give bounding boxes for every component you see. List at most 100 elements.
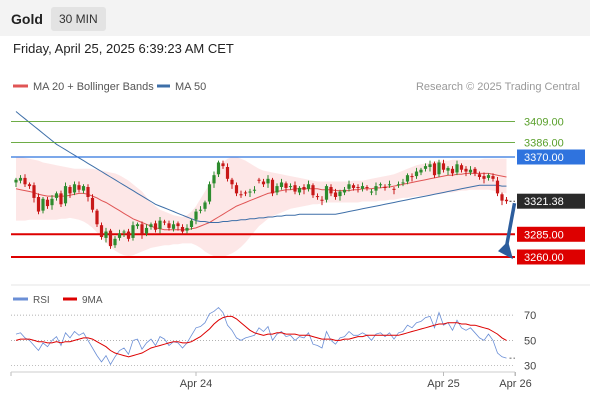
candle-body (59, 193, 63, 205)
candle-body (486, 175, 491, 178)
candle-body (329, 187, 333, 194)
candle-body (212, 175, 216, 184)
candle-body (27, 184, 32, 187)
candle-body (95, 210, 99, 225)
candle-body (333, 192, 338, 197)
candle-body (473, 168, 477, 174)
candle-body (450, 168, 455, 174)
candle-body (257, 179, 261, 181)
chart-datetime: Friday, April 25, 2025 6:39:23 AM CET (13, 41, 234, 56)
rsi-tick-30: 30 (524, 361, 536, 373)
candle-body (495, 180, 500, 194)
candle-body (108, 230, 113, 247)
candle-body (36, 197, 41, 212)
candle-body (54, 193, 59, 198)
candle-body (113, 238, 117, 246)
candle-body (284, 183, 288, 188)
level-label-3285.00: 3285.00 (524, 229, 564, 241)
candle-body (189, 220, 194, 227)
candle-body (311, 185, 315, 196)
candle-body (86, 187, 90, 197)
candle-body (414, 171, 419, 177)
level-label-3370.00: 3370.00 (524, 152, 564, 164)
bollinger-band (16, 157, 507, 257)
candle-body (104, 231, 108, 238)
legend-9ma: 9MA (82, 295, 103, 306)
candle-body (131, 225, 135, 238)
candle-body (140, 224, 144, 235)
candle-body (63, 186, 68, 204)
ma50-line (15, 111, 507, 223)
legend-ma20: MA 20 + Bollinger Bands (33, 81, 154, 93)
candle-body (293, 185, 297, 192)
candle-body (369, 191, 374, 193)
candle-body (351, 185, 356, 188)
level-tag-3260.00 (517, 249, 585, 265)
candle-body (270, 179, 275, 194)
candle-body (230, 179, 234, 185)
candle-body (126, 231, 131, 239)
x-tick-label: Apr 26 (499, 378, 531, 390)
candle-body (243, 192, 248, 194)
candle-body (401, 182, 405, 184)
candle-body (153, 223, 158, 230)
candle-body (360, 186, 365, 189)
level-tag-3321.38 (517, 193, 585, 209)
candle-body (77, 185, 81, 190)
candle-body (135, 224, 140, 227)
candle-body (396, 184, 401, 186)
candle-body (194, 211, 198, 220)
candle-body (185, 227, 189, 231)
candle-body (234, 185, 239, 194)
level-label-3386.00: 3386.00 (524, 137, 564, 149)
candle-body (239, 194, 243, 196)
candle-body (338, 191, 342, 197)
level-label-3409.00: 3409.00 (524, 117, 564, 129)
candle-body (374, 186, 378, 191)
candle-body (72, 184, 77, 193)
candle-body (81, 186, 86, 191)
candle-body (477, 174, 482, 177)
candle-body (356, 187, 360, 188)
candle-body (387, 184, 392, 186)
x-tick-label: Apr 25 (427, 378, 459, 390)
forecast-arrow (504, 202, 517, 250)
candle-body (279, 182, 284, 187)
candle-body (500, 194, 504, 201)
legend-rsi: RSI (33, 295, 50, 306)
candle-body (315, 196, 320, 198)
candle-body (23, 177, 27, 185)
watermark: Research © 2025 Trading Central (416, 81, 580, 93)
candle-body (45, 199, 50, 207)
candle-body (18, 177, 23, 181)
asset-title: Gold (11, 11, 43, 27)
candle-body (14, 179, 18, 183)
candle-body (122, 231, 126, 233)
candle-body (405, 175, 410, 182)
timeframe-button[interactable]: 30 MIN (51, 7, 106, 31)
candle-body (149, 224, 153, 227)
candle-body (464, 168, 468, 172)
rsi-9ma-line (15, 315, 507, 358)
candle-body (50, 198, 54, 206)
candle-body (99, 225, 104, 237)
candle-body (171, 224, 176, 229)
candle-body (423, 166, 428, 169)
candle-body (347, 184, 351, 189)
candle-body (437, 162, 441, 175)
candle-body (459, 165, 464, 170)
candle-body (167, 223, 171, 228)
candle-body (297, 187, 302, 193)
candle-body (252, 189, 257, 191)
level-tag-3370.00 (517, 149, 585, 165)
candle-body (446, 167, 450, 171)
candle-body (383, 187, 387, 188)
candle-body (275, 186, 279, 193)
candle-body (266, 178, 270, 184)
candle-body (203, 202, 207, 209)
candle-body (198, 209, 203, 211)
candle-body (176, 223, 180, 227)
candle-body (441, 163, 446, 170)
